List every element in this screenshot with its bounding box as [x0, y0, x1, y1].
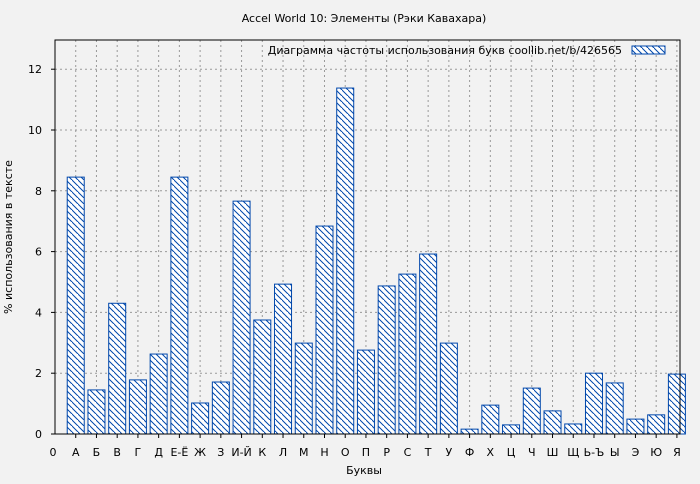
bar-М	[294, 342, 313, 435]
x-tick-label: Ц	[507, 446, 516, 459]
bar-Ч	[522, 387, 541, 435]
x-tick-label: З	[217, 446, 224, 459]
x-tick-label: И-Й	[231, 446, 251, 459]
x-tick-label: Ю	[650, 446, 662, 459]
y-tick-label: 0	[35, 428, 42, 441]
x-tick-label: У	[446, 446, 453, 459]
bar-П	[356, 349, 375, 435]
bar-З	[211, 381, 230, 435]
x-tick-label: Х	[487, 446, 495, 459]
bar-Н	[315, 225, 334, 435]
x-tick-label: Я	[673, 446, 681, 459]
x-tick-label: Щ	[567, 446, 579, 459]
bars	[66, 87, 686, 435]
x-tick-label: Д	[154, 446, 163, 459]
x-tick-label: О	[341, 446, 350, 459]
bar-Ю	[647, 414, 666, 435]
x-axis: 0 А Б В Г Д Е-Ё Ж З И-Й К Л М Н О П Р С Т У Ф Х Ц Ч Ш Щ Ь-Ъ Ы Э Ю Я	[50, 434, 681, 459]
x-tick-label: Г	[135, 446, 142, 459]
y-tick-label: 2	[35, 367, 42, 380]
bar-Ф	[460, 428, 479, 435]
x-tick-label: Ш	[547, 446, 559, 459]
x-tick-label: Р	[383, 446, 390, 459]
bar-Л	[274, 283, 293, 435]
bar-О	[336, 87, 355, 435]
bar-Т	[419, 253, 438, 435]
x-origin-label: 0	[50, 446, 57, 459]
bar-Р	[377, 285, 396, 435]
plot-frame	[54, 39, 681, 435]
x-tick-label: С	[404, 446, 412, 459]
x-tick-label: Ч	[528, 446, 536, 459]
bar-Я	[667, 373, 686, 435]
bar-Г	[128, 379, 147, 435]
x-tick-label: В	[113, 446, 121, 459]
legend-swatch	[631, 45, 666, 55]
bar-Б	[87, 389, 106, 435]
y-tick-label: 6	[35, 246, 42, 259]
bar-С	[398, 273, 417, 435]
bar-К	[253, 319, 272, 435]
x-tick-label: Ь-Ъ	[584, 446, 605, 459]
legend-label: Диаграмма частоты использования букв coo…	[268, 44, 622, 57]
x-tick-label: А	[72, 446, 80, 459]
x-tick-label: Т	[424, 446, 432, 459]
y-tick-label: 8	[35, 185, 42, 198]
bar-Х	[481, 404, 500, 435]
y-tick-label: 4	[35, 306, 42, 319]
bar-Ж	[191, 402, 210, 435]
x-tick-label: М	[299, 446, 309, 459]
x-tick-label: Б	[93, 446, 101, 459]
x-tick-label: Э	[632, 446, 640, 459]
y-axis: 0 2 4 6 8 10 12	[28, 63, 55, 441]
x-tick-label: П	[362, 446, 370, 459]
x-tick-label: К	[258, 446, 266, 459]
bar-У	[439, 342, 458, 435]
bar-Д	[149, 353, 168, 435]
x-tick-label: Ы	[610, 446, 620, 459]
bar-Ы	[605, 382, 624, 435]
bar-А	[66, 176, 85, 435]
legend: Диаграмма частоты использования букв coo…	[268, 44, 666, 57]
y-tick-label: 12	[28, 63, 42, 76]
bar-И-Й	[232, 200, 251, 435]
bar-Ц	[502, 424, 521, 435]
chart-title: Accel World 10: Элементы (Рэки Кавахара)	[242, 12, 487, 25]
x-tick-label: Е-Ё	[170, 446, 188, 459]
x-tick-label: Н	[320, 446, 328, 459]
bar-Ш	[543, 410, 562, 435]
x-tick-label: Ф	[465, 446, 474, 459]
bar-Ь-Ъ	[584, 372, 603, 435]
bar-Щ	[564, 423, 583, 435]
bar-Е-Ё	[170, 176, 189, 435]
x-tick-label: Ж	[194, 446, 206, 459]
x-axis-label: Буквы	[346, 464, 382, 477]
bar-В	[108, 302, 127, 435]
bar-Э	[626, 418, 645, 435]
y-axis-label: % использования в тексте	[2, 160, 15, 314]
x-tick-label: Л	[279, 446, 287, 459]
y-tick-label: 10	[28, 124, 42, 137]
